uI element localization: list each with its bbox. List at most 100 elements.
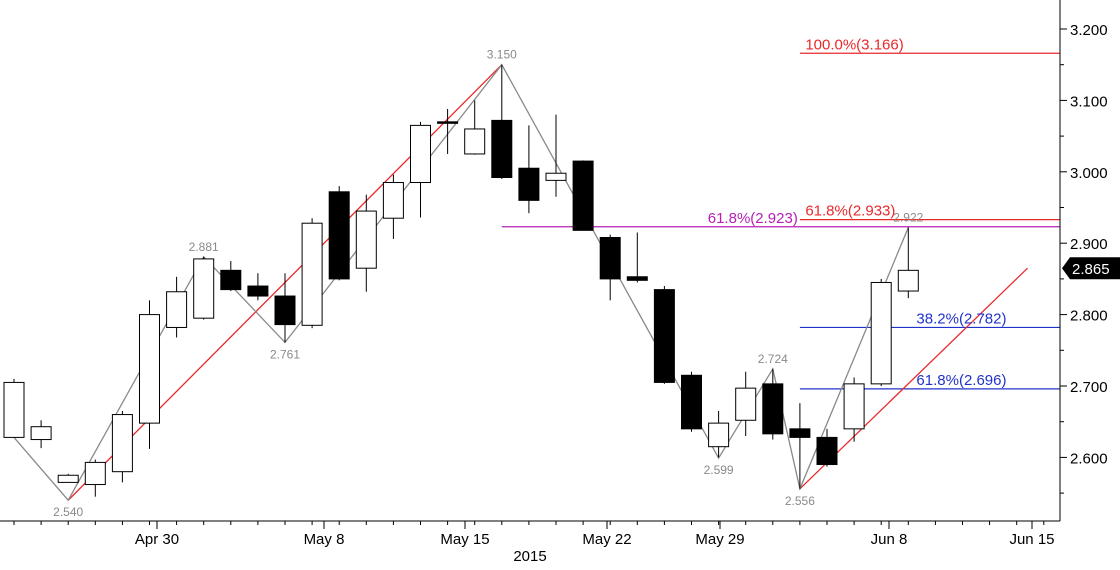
- swing-label: 2.881: [189, 240, 219, 254]
- candle-body-up: [545, 172, 567, 181]
- y-tick-label: 3.200: [1070, 22, 1108, 39]
- candle-body-up: [355, 210, 377, 269]
- candle: [301, 218, 323, 329]
- candle: [762, 368, 784, 440]
- candle-body-down: [274, 295, 296, 326]
- level-label: 38.2%(2.782): [916, 310, 1006, 327]
- candle-body-up: [897, 269, 919, 292]
- candle: [328, 186, 350, 281]
- candle: [220, 261, 242, 292]
- candle-body-down: [572, 160, 594, 231]
- candle: [464, 100, 486, 155]
- candle: [816, 428, 838, 467]
- candle-body-down: [626, 276, 648, 281]
- y-tick-label: 2.900: [1070, 236, 1108, 253]
- y-tick-label: 2.600: [1070, 450, 1108, 467]
- candle-body-up: [139, 314, 160, 424]
- candle-body-down: [518, 167, 540, 201]
- y-tick-label: 2.700: [1070, 379, 1108, 396]
- candle: [545, 114, 567, 197]
- level-label: 61.8%(2.923): [708, 210, 798, 227]
- candle-body-up: [84, 461, 106, 486]
- candle: [626, 232, 648, 283]
- candle: [166, 276, 188, 338]
- candle-body-up: [166, 291, 188, 328]
- candle-body-up: [57, 474, 79, 483]
- candle-body-down: [599, 236, 621, 280]
- candle-body-down: [328, 191, 350, 280]
- candle: [193, 256, 215, 320]
- candle-body-up: [410, 124, 431, 184]
- last-price-label: 2.865: [1072, 261, 1110, 278]
- level-label: 100.0%(3.166): [805, 36, 903, 53]
- x-tick-label: May 15: [440, 531, 489, 548]
- zigzag-line: [13, 63, 909, 502]
- swing-label: 2.922: [893, 210, 923, 224]
- candle: [491, 64, 513, 179]
- candle-body-down: [816, 436, 838, 466]
- swing-label: 2.540: [53, 505, 83, 519]
- candle-body-up: [193, 258, 215, 319]
- candle: [789, 403, 811, 489]
- candle: [653, 286, 675, 384]
- candle: [84, 459, 106, 497]
- candle-body-down: [762, 383, 784, 435]
- candle: [274, 273, 296, 343]
- candle-body-down: [653, 289, 675, 383]
- candle-body-down: [681, 374, 702, 430]
- candle: [735, 371, 757, 436]
- candle-body-up: [464, 128, 486, 155]
- level-label: 61.8%(2.933): [805, 203, 895, 220]
- candle: [382, 174, 404, 239]
- candle-body-up: [3, 381, 25, 438]
- level-label: 61.8%(2.696): [916, 372, 1006, 389]
- candle: [681, 371, 702, 432]
- x-tick-label: May 29: [695, 531, 744, 548]
- candle-body-down: [220, 269, 242, 291]
- candle: [437, 108, 459, 154]
- candle: [111, 410, 133, 483]
- y-tick-label: 3.000: [1070, 165, 1108, 182]
- candle-body-up: [870, 281, 892, 385]
- y-tick-label: 3.100: [1070, 93, 1108, 110]
- candle: [355, 194, 377, 292]
- candle-body-up: [843, 383, 865, 430]
- candle: [518, 125, 540, 214]
- swing-label: 2.599: [704, 463, 734, 477]
- x-tick-label: May 8: [304, 531, 345, 548]
- candle-body-up: [30, 426, 52, 441]
- x-tick-label: May 22: [582, 531, 631, 548]
- candle: [3, 378, 25, 438]
- swing-label: 3.150: [487, 48, 517, 62]
- candle: [870, 278, 892, 386]
- candle: [30, 420, 52, 449]
- candle-body-down: [491, 119, 513, 179]
- candle: [897, 227, 919, 299]
- x-tick-label: Apr 30: [135, 531, 179, 548]
- candle: [843, 377, 865, 442]
- candle: [599, 234, 621, 301]
- candle: [247, 273, 269, 301]
- candle-body-up: [111, 414, 133, 473]
- x-year-label: 2015: [513, 548, 546, 565]
- y-tick-label: 2.800: [1070, 308, 1108, 325]
- x-tick-label: Jun 8: [871, 531, 908, 548]
- candle: [139, 300, 160, 449]
- candle-body-down: [247, 285, 269, 297]
- candle-body-down: [789, 428, 811, 438]
- candle: [57, 473, 79, 483]
- swing-label: 2.724: [758, 352, 788, 366]
- candle-body-up: [708, 422, 730, 448]
- x-tick-label: Jun 15: [1009, 531, 1054, 548]
- swing-label: 2.556: [785, 494, 815, 508]
- candle-body-up: [301, 222, 323, 326]
- candle: [572, 160, 594, 231]
- trend-line: [799, 267, 1028, 490]
- last-price-tag: [1062, 257, 1120, 280]
- candle-body-down: [437, 121, 459, 124]
- candle-body-up: [382, 182, 404, 219]
- candle: [708, 410, 730, 458]
- swing-label: 2.761: [270, 347, 300, 361]
